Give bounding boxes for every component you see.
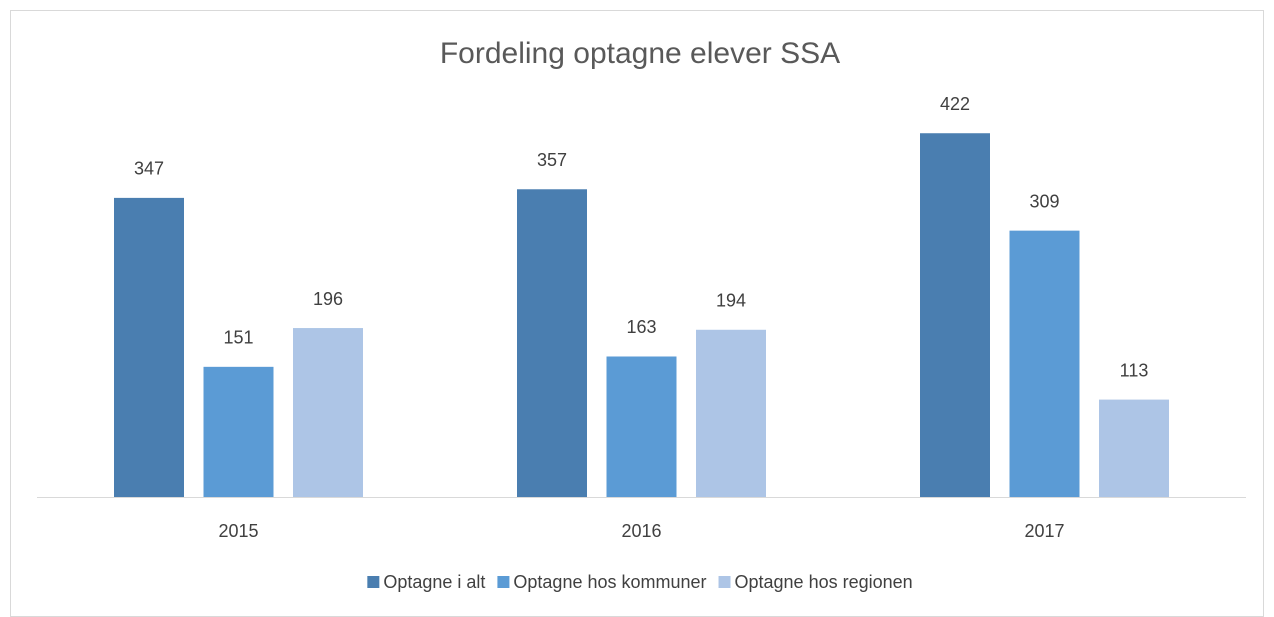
legend-swatch	[367, 576, 380, 588]
data-label: 151	[223, 328, 253, 348]
bar	[203, 366, 274, 497]
bar	[517, 189, 587, 498]
data-label: 347	[134, 159, 164, 179]
bar	[114, 197, 184, 498]
x-tick-label: 2015	[218, 521, 258, 541]
data-label: 309	[1029, 191, 1059, 211]
bar	[606, 356, 677, 497]
bar	[293, 328, 363, 497]
data-label: 113	[1120, 360, 1149, 380]
bar	[696, 329, 766, 497]
legend-swatch	[497, 576, 510, 588]
bar	[1099, 399, 1169, 497]
data-label: 163	[626, 317, 656, 337]
x-tick-label: 2016	[621, 521, 661, 541]
data-label: 357	[537, 150, 567, 170]
bar	[920, 133, 990, 497]
chart-title: Fordeling optagne elever SSA	[440, 37, 840, 70]
legend-label: Optagne hos kommuner	[513, 572, 706, 592]
data-label: 422	[940, 94, 970, 114]
legend-swatch	[718, 576, 731, 588]
x-tick-label: 2017	[1024, 521, 1064, 541]
legend-label: Optagne i alt	[383, 572, 485, 592]
legend-label: Optagne hos regionen	[735, 572, 913, 592]
bar	[1009, 230, 1080, 497]
data-label: 196	[313, 289, 343, 309]
data-label: 194	[716, 291, 746, 311]
